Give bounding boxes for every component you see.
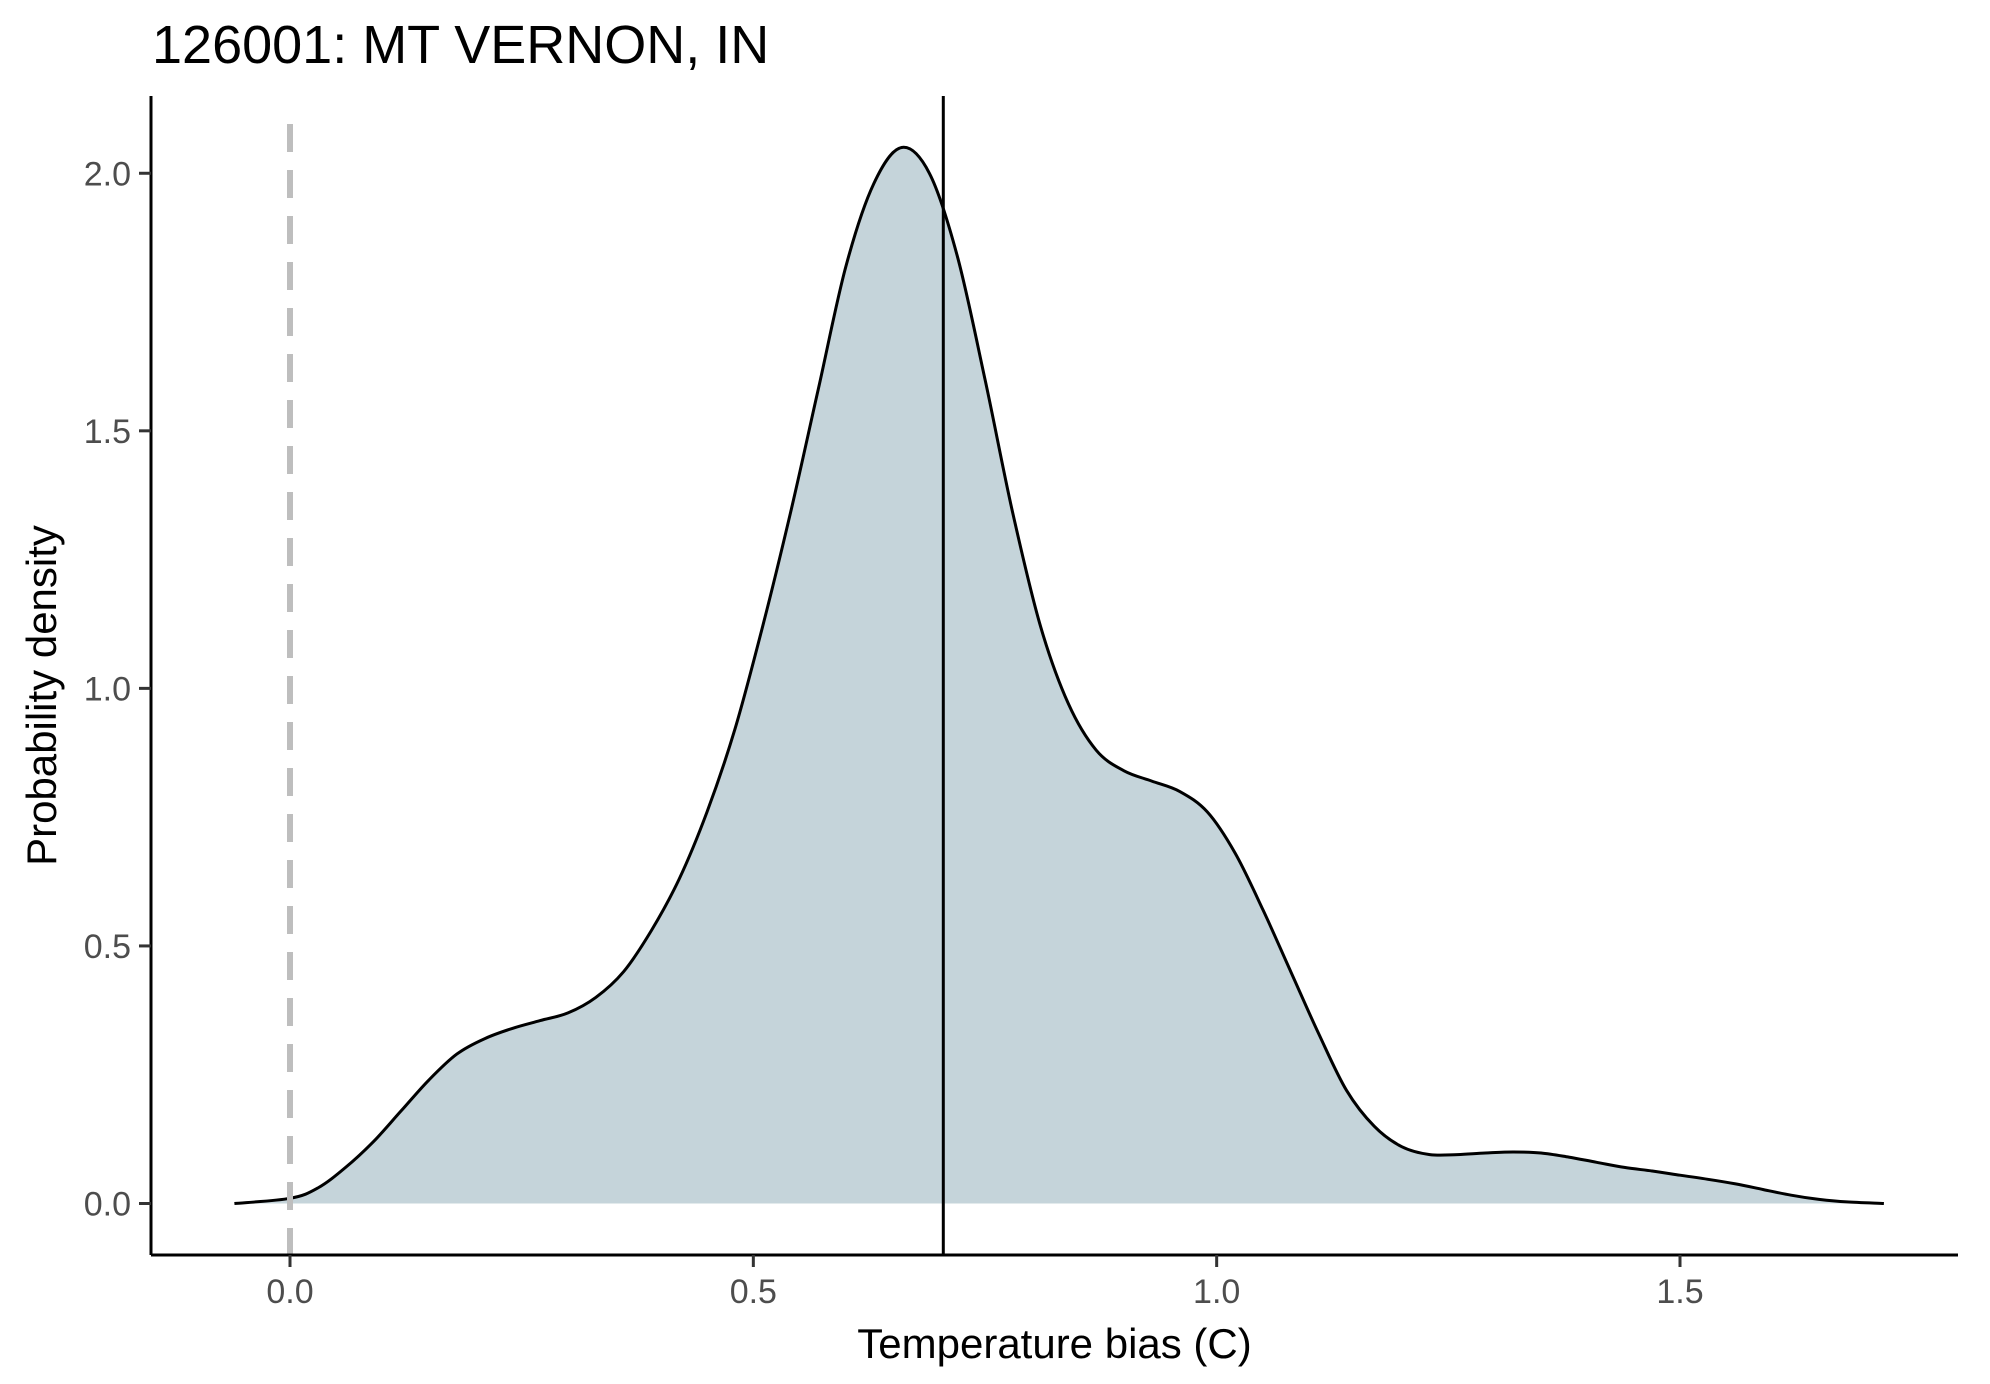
x-tick-label: 1.5 bbox=[1656, 1273, 1703, 1311]
x-tick-label: 0.0 bbox=[266, 1273, 313, 1311]
y-axis-title: Probability density bbox=[18, 525, 65, 866]
chart-title: 126001: MT VERNON, IN bbox=[152, 15, 770, 75]
y-tick-label: 1.0 bbox=[84, 670, 131, 708]
density-curve bbox=[234, 145, 1884, 1205]
x-tick-label: 0.5 bbox=[730, 1273, 777, 1311]
x-axis-ticks: 0.0 0.5 1.0 1.5 bbox=[266, 1255, 1704, 1311]
y-tick-label: 0.5 bbox=[84, 928, 131, 966]
y-axis-ticks: 0.0 0.5 1.0 1.5 2.0 bbox=[84, 155, 151, 1223]
density-area bbox=[234, 147, 1884, 1204]
y-tick-label: 1.5 bbox=[84, 413, 131, 451]
y-tick-label: 2.0 bbox=[84, 155, 131, 193]
plot-area bbox=[234, 96, 1884, 1255]
y-tick-label: 0.0 bbox=[84, 1185, 131, 1223]
x-tick-label: 1.0 bbox=[1193, 1273, 1240, 1311]
x-axis-title: Temperature bias (C) bbox=[857, 1320, 1251, 1367]
